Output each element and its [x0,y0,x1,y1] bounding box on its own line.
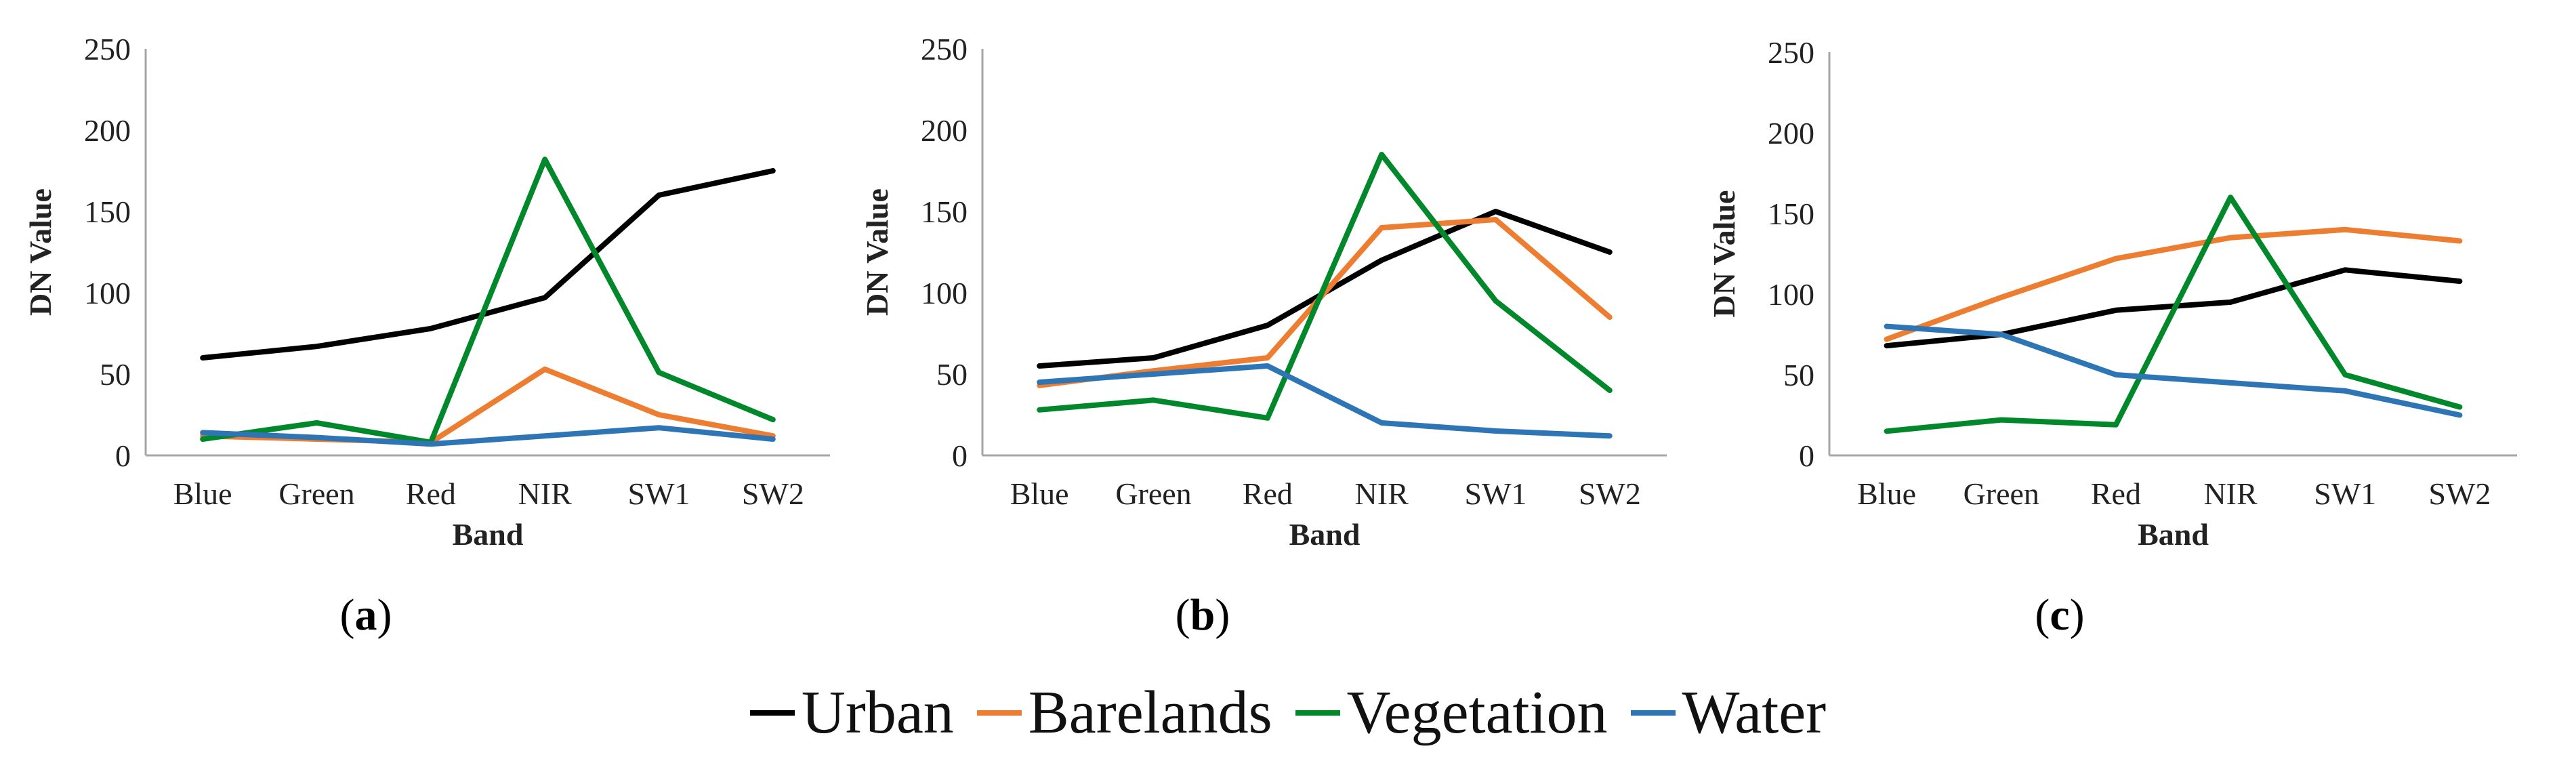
y-tick-label: 250 [84,32,131,66]
legend-swatch-water [1630,710,1676,716]
x-tick-label: Red [406,476,456,511]
caption-open: ( [339,590,355,640]
caption-open: ( [1175,590,1190,640]
legend-item-urban: Urban [749,678,954,747]
chart-svg: 0 50 100 150 200 250 Blue Green Red NIR SW1 SW2 Band… [860,32,1667,552]
y-tick-label: 0 [115,438,131,473]
legend-label-urban: Urban [801,679,954,746]
x-tick-label: SW2 [742,476,804,511]
y-tick-label: 0 [952,438,968,473]
series-line-vegetation [1884,194,2463,434]
y-tick-label: 150 [1768,197,1814,231]
x-axis-title: Band [2138,517,2209,552]
caption-letter: c [2050,590,2070,640]
y-tick-label: 250 [921,32,968,66]
chart-panel-c: 0 50 100 150 200 250 Blue Green Red NIR SW1 SW2 Band… [1684,24,2544,571]
caption-close: ) [377,590,392,640]
caption-close: ) [2069,590,2085,640]
legend-item-barelands: Barelands [976,678,1272,747]
caption-letter: a [354,590,377,640]
legend-label-water: Water [1682,679,1827,746]
x-tick-label: NIR [1355,476,1409,511]
x-tick-label: Red [2091,476,2141,511]
x-tick-label: Green [278,476,354,511]
x-tick-label: Blue [1010,476,1069,511]
caption-c: (c) [1992,590,2127,641]
chart-panel-b: 0 50 100 150 200 250 Blue Green Red NIR SW1 SW2 Band… [844,20,1694,571]
chart-svg: 0 50 100 150 200 250 Blue Green Red NIR SW1 SW2 Band… [1707,35,2517,552]
legend-item-vegetation: Vegetation [1295,678,1608,747]
series-line-vegetation [200,157,776,445]
y-tick-label: 100 [84,276,131,310]
x-tick-label: Blue [173,476,232,511]
caption-letter: b [1190,590,1216,640]
legend-label-vegetation: Vegetation [1346,679,1608,746]
legend-label-barelands: Barelands [1028,679,1272,746]
y-axis-title: DN Value [23,188,58,316]
series-line-vegetation [1037,152,1613,421]
legend-swatch-barelands [976,710,1022,716]
x-tick-label: Red [1243,476,1293,511]
x-tick-label: Green [1964,476,2039,511]
caption-close: ) [1215,590,1230,640]
series-line-urban [200,168,776,361]
y-tick-label: 50 [100,357,131,392]
chart-panel-a: 0 50 100 150 200 250 Blue Green Red NIR SW1 SW2 Band… [0,20,857,571]
x-tick-label: SW1 [628,476,690,511]
x-tick-label: Blue [1857,476,1916,511]
x-axis-title: Band [1289,517,1360,552]
y-tick-label: 150 [921,194,968,229]
y-tick-label: 50 [1783,358,1814,392]
y-tick-label: 150 [84,194,131,229]
caption-b: (b) [1135,590,1270,641]
x-tick-label: SW1 [2314,476,2376,511]
x-tick-label: SW2 [2428,476,2491,511]
x-tick-label: SW2 [1579,476,1641,511]
y-axis-title: DN Value [1707,190,1741,318]
legend-swatch-vegetation [1295,710,1340,716]
chart-svg: 0 50 100 150 200 250 Blue Green Red NIR SW1 SW2 Band… [23,32,830,552]
x-tick-label: NIR [518,476,573,511]
caption-a: (a) [298,590,434,641]
caption-open: ( [2035,590,2050,640]
legend-item-water: Water [1630,678,1827,747]
y-tick-label: 200 [1768,116,1814,150]
y-tick-label: 200 [921,113,968,148]
x-axis-title: Band [453,517,524,552]
y-tick-label: 250 [1768,35,1814,70]
y-tick-label: 0 [1799,438,1814,473]
x-tick-label: SW1 [1465,476,1527,511]
x-tick-label: NIR [2203,476,2258,511]
legend-swatch-urban [749,710,795,716]
y-tick-label: 100 [1768,277,1814,312]
series-line-water [1884,323,2463,418]
series-line-barelands [1884,226,2463,342]
legend: Urban Barelands Vegetation Water [0,678,2576,747]
y-tick-label: 50 [936,357,968,392]
x-tick-label: Green [1115,476,1191,511]
y-axis-title: DN Value [860,188,894,316]
y-tick-label: 200 [84,113,131,148]
series-line-water [1037,363,1613,439]
series-line-water [200,425,776,447]
y-tick-label: 100 [921,276,968,310]
